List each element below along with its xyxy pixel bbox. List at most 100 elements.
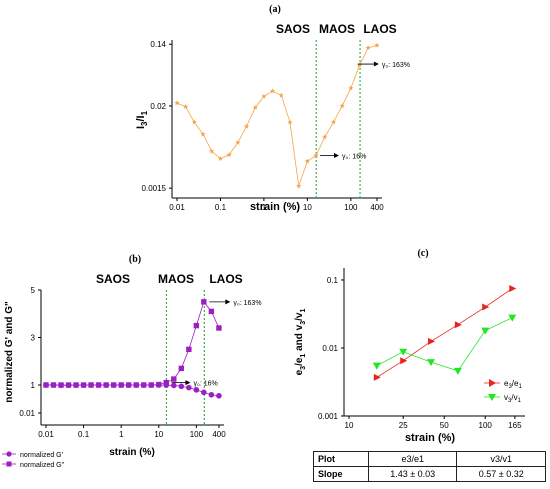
plot-area-b: 0.01 0.1 1 10 100 400 0.01 1 3 5 γ₀: 163% γ₀: 16%	[19, 286, 261, 439]
b-gp-data-point	[125, 382, 132, 388]
b-gdp-data-point	[178, 365, 185, 372]
region-label-maos: MAOS	[319, 22, 355, 36]
b-gp-data-point	[95, 382, 102, 388]
b-y-tick-label: 3	[31, 334, 36, 343]
c-y-tick-label: 0.001	[318, 412, 339, 421]
annot-163-b-label: γ₀: 163%	[233, 300, 261, 307]
annot-163-a-arrowhead	[373, 61, 379, 67]
annot-16-a-arrowhead	[334, 152, 340, 158]
legend-label-v3v1: v3/v1	[504, 393, 522, 404]
a-x-tick-label: 0.1	[215, 203, 227, 212]
table-cell-slope-v3v1: 0.57 ± 0.32	[456, 466, 546, 482]
b-gp-data-point	[133, 382, 140, 388]
panel-a-label: (a)	[269, 4, 281, 15]
b-gdp-data-point	[201, 299, 207, 305]
a-data-point	[209, 148, 215, 154]
table-row-label-slope: Slope	[313, 466, 369, 482]
b-gp-data-point	[155, 382, 162, 388]
a-data-point	[339, 103, 345, 109]
c-e3e1-data-point	[509, 284, 517, 292]
a-data-point	[296, 183, 302, 189]
b-gdp-data-point	[193, 322, 200, 329]
a-data-point	[278, 92, 284, 98]
x-axis-label-a: strain (%)	[250, 201, 300, 213]
a-x-tick-label: 1	[262, 203, 267, 212]
a-x-tick-label: 0.01	[169, 203, 185, 212]
legend-marker-v3v1	[488, 394, 496, 401]
b-y-tick-label: 5	[31, 286, 36, 295]
table-cell-slope-e3e1: 1.43 ± 0.03	[367, 466, 458, 482]
a-data-point	[322, 134, 328, 140]
b-gdp-data-point	[208, 308, 215, 315]
b-gp-data-point	[43, 382, 49, 388]
a-data-point	[356, 62, 363, 68]
y-axis-label-a: I3/I1	[135, 110, 149, 129]
a-data-point	[313, 152, 319, 158]
b-gp-data-point	[110, 382, 117, 388]
b-gp-data-point	[50, 382, 57, 388]
a-data-point	[365, 45, 371, 51]
annot-16-b-label: γ₀: 16%	[193, 381, 217, 388]
b-x-tick-label: 0.1	[78, 430, 90, 439]
c-v3v1-data-point	[481, 327, 490, 335]
b-gp-data-point	[118, 382, 124, 388]
c-x-tick-label: 50	[440, 421, 449, 430]
y-axis-label-c: e3/e1 and v3/v1	[294, 309, 307, 376]
c-y-tick-label: 0.01	[322, 344, 338, 353]
legend-c: e3/e1 v3/v1	[484, 379, 522, 404]
b-gp-data-point	[58, 382, 64, 389]
a-data-point	[191, 119, 198, 125]
a-data-point	[374, 42, 380, 48]
a-data-point	[261, 93, 267, 99]
panel-c-label: (c)	[417, 248, 428, 259]
panel-b-label: (b)	[129, 254, 141, 265]
plot-area-c: 10 25 50 100 165 0.001 0.01 0.1	[318, 268, 525, 430]
x-axis-label-b: strain (%)	[109, 447, 155, 458]
annot-16-b-arrowhead	[185, 380, 191, 386]
slope-table: Plot e3/e1 v3/v1 Slope 1.43 ± 0.03 0.57 …	[313, 451, 546, 482]
legend-label-g-double-prime: normalized G"	[20, 462, 65, 469]
c-e3e1-data-point	[373, 373, 381, 381]
b-gp-data-point	[148, 382, 155, 388]
a-y-tick-label: 0.02	[150, 102, 166, 111]
a-x-tick-label: 400	[370, 203, 384, 212]
c-e3e1-series-line	[376, 288, 513, 378]
annot-163-b-arrowhead	[225, 299, 231, 305]
c-v3v1-series-line	[376, 317, 513, 372]
a-data-point	[217, 155, 224, 161]
x-axis-label-c: strain (%)	[405, 432, 455, 444]
b-gp-data-point	[186, 384, 192, 391]
c-e3e1-data-point	[482, 303, 490, 311]
b-gp-data-point	[216, 392, 222, 399]
b-gp-data-point	[140, 382, 147, 388]
c-v3v1-data-point	[399, 348, 408, 356]
b-gdp-series-line	[46, 301, 220, 386]
b-y-tick-label: 1	[31, 381, 36, 390]
b-x-tick-label: 400	[212, 430, 226, 439]
c-v3v1-data-point	[453, 367, 462, 375]
b-gp-data-point	[201, 389, 207, 396]
a-data-point	[174, 100, 180, 106]
panel-b: (b) SAOS MAOS LAOS 0.01 0.1 1 10 100 400 0.01 1…	[2, 254, 262, 469]
a-data-point	[235, 139, 241, 145]
table-header-e3e1: e3/e1	[367, 451, 458, 467]
c-e3e1-data-point	[428, 337, 436, 345]
b-gdp-data-point	[171, 376, 177, 382]
b-gp-data-point	[80, 382, 87, 388]
c-v3v1-data-point	[427, 359, 436, 367]
a-x-tick-label: 100	[344, 203, 358, 212]
region-label-saos-b: SAOS	[96, 272, 130, 286]
legend-marker-e3e1	[489, 379, 496, 387]
a-series-line	[176, 45, 378, 187]
c-x-tick-label: 10	[345, 421, 354, 430]
a-data-point	[200, 131, 206, 137]
b-x-tick-label: 10	[154, 430, 163, 439]
c-x-tick-label: 100	[479, 421, 493, 430]
b-gp-data-point	[178, 383, 185, 390]
c-y-tick-label: 0.1	[327, 276, 339, 285]
c-v3v1-data-point	[372, 362, 381, 370]
table-header-v3v1: v3/v1	[456, 451, 546, 467]
b-gp-data-point	[193, 387, 200, 393]
b-gdp-data-point	[186, 346, 192, 353]
